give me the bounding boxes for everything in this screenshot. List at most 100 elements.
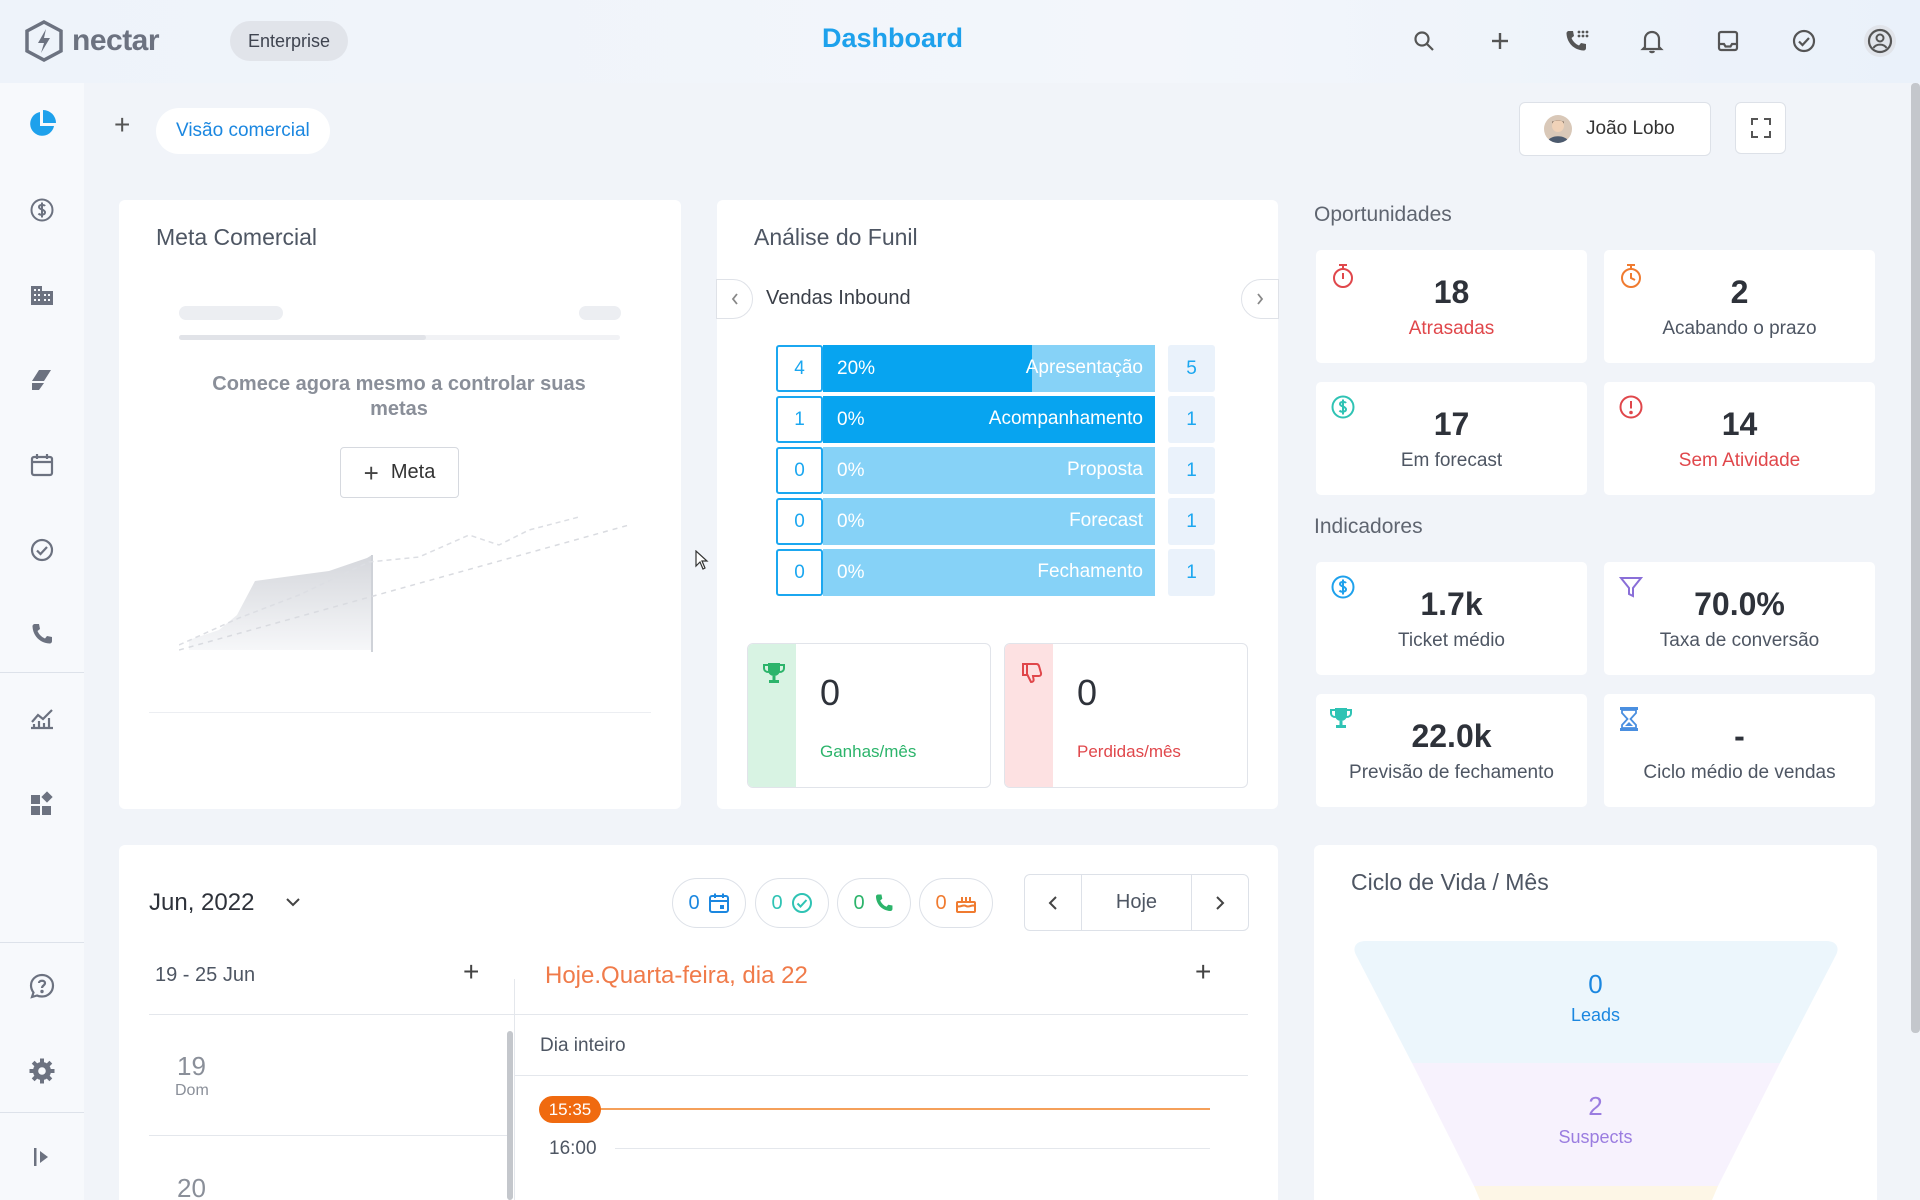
dollar-icon[interactable]: [20, 188, 64, 232]
check-circle-icon[interactable]: [1785, 22, 1823, 60]
calendar-card: Jun, 2022 0 0 0 0 Hoje 19 - 25 Jun + 19 …: [119, 845, 1278, 1200]
chevron-left-icon[interactable]: [716, 279, 753, 319]
add-week-event-button[interactable]: +: [463, 956, 480, 987]
scrollbar-thumb[interactable]: [507, 1031, 513, 1200]
birthdays-counter[interactable]: 0: [919, 878, 993, 928]
page-scrollbar[interactable]: [1911, 83, 1920, 1033]
eraser-icon[interactable]: [20, 358, 64, 402]
day-number: 19: [177, 1051, 206, 1081]
stage-bar: 20% Apresentação: [823, 345, 1155, 392]
stage-count: 0: [776, 549, 823, 596]
dashboard-tabs: + Visão comercial João Lobo: [84, 83, 1920, 175]
calendar-navigation: Hoje: [1024, 874, 1249, 931]
analise-funil-card: Análise do Funil Vendas Inbound 4 20% Apre…: [716, 200, 1279, 809]
bell-icon[interactable]: [1633, 22, 1671, 60]
widgets-icon[interactable]: [20, 782, 64, 826]
funnel-stage-row[interactable]: 1 0% Acompanhamento 1: [776, 396, 1219, 443]
avatar: [1544, 115, 1572, 143]
fullscreen-icon[interactable]: [1735, 102, 1786, 154]
help-icon[interactable]: [20, 964, 64, 1008]
current-time-badge: 15:35: [539, 1096, 601, 1123]
pie-chart-icon[interactable]: [20, 102, 64, 146]
ind-ticket-label: Ticket médio: [1398, 630, 1505, 651]
collapse-icon[interactable]: [20, 1135, 64, 1179]
opp-sem-atividade-value: 14: [1721, 406, 1758, 442]
ganhas-label: Ganhas/mês: [820, 742, 917, 761]
sidebar: [0, 83, 84, 1200]
events-count: 0: [688, 891, 700, 914]
ciclo-vida-card: Ciclo de Vida / Mês 0 Leads 2 Suspects: [1314, 845, 1877, 1200]
stage-bar: 0% Proposta: [823, 447, 1155, 494]
page-title: Dashboard: [822, 23, 964, 53]
stage-total: 5: [1168, 345, 1215, 392]
add-day-event-button[interactable]: +: [1195, 956, 1212, 987]
stage-bar: 0% Acompanhamento: [823, 396, 1155, 443]
all-day-label: Dia inteiro: [540, 1035, 626, 1056]
trophy-icon: [763, 663, 785, 683]
funnel-stage-row[interactable]: 0 0% Forecast 1: [776, 498, 1219, 545]
indicadores-title: Indicadores: [1314, 515, 1423, 538]
today-button[interactable]: Hoje: [1081, 875, 1192, 930]
dollar-icon: [1331, 395, 1355, 419]
add-tab-button[interactable]: +: [114, 109, 131, 140]
stage-total: 1: [1168, 447, 1215, 494]
user-name: João Lobo: [1586, 118, 1675, 139]
tab-visao-comercial[interactable]: Visão comercial: [156, 108, 330, 154]
opp-sem-atividade-card[interactable]: 14 Sem Atividade: [1604, 382, 1875, 495]
logo[interactable]: nectar: [24, 20, 160, 62]
inbox-icon[interactable]: [1709, 22, 1747, 60]
opp-forecast-card[interactable]: 17 Em forecast: [1316, 382, 1587, 495]
opp-atrasadas-card[interactable]: 18 Atrasadas: [1316, 250, 1587, 363]
trophy-icon: [1330, 708, 1352, 728]
phone-dial-icon[interactable]: [1557, 22, 1595, 60]
stage-percentage: 0%: [837, 511, 865, 532]
ind-ciclo-value: -: [1734, 718, 1745, 754]
analise-funil-title: Análise do Funil: [754, 224, 918, 250]
lifecycle-leads-value: 0: [1588, 969, 1603, 999]
stage-bar-fill: [823, 345, 1033, 392]
time-gridline: [615, 1148, 1210, 1149]
funnel-stage-row[interactable]: 0 0% Fechamento 1: [776, 549, 1219, 596]
phone-icon[interactable]: [20, 612, 64, 656]
nectar-logo-icon: [25, 20, 63, 62]
day-number: 20: [177, 1173, 206, 1200]
ind-conversao-label: Taxa de conversão: [1659, 630, 1820, 651]
ind-ticket-value: 1.7k: [1420, 586, 1483, 622]
add-meta-button[interactable]: + Meta: [340, 447, 459, 498]
skeleton-bar: [179, 306, 283, 320]
opp-forecast-label: Em forecast: [1400, 450, 1503, 471]
opp-forecast-value: 17: [1433, 406, 1470, 442]
plan-badge: Enterprise: [230, 21, 349, 61]
chevron-right-icon[interactable]: [1241, 279, 1279, 319]
stage-total: 1: [1168, 498, 1215, 545]
events-counter[interactable]: 0: [672, 878, 746, 928]
oportunidades-title: Oportunidades: [1314, 203, 1452, 226]
account-icon[interactable]: [1861, 22, 1899, 60]
hourglass-icon: [1620, 707, 1638, 731]
stage-total: 1: [1168, 549, 1215, 596]
skeleton-bar: [579, 306, 621, 320]
search-icon[interactable]: [1405, 22, 1443, 60]
next-week-button[interactable]: [1192, 875, 1248, 930]
meta-empty-message: Comece agora mesmo a controlar suas meta…: [212, 373, 586, 420]
calendar-month: Jun, 2022: [149, 889, 255, 916]
opp-acabando-card[interactable]: 2 Acabando o prazo: [1604, 250, 1875, 363]
meta-comercial-title: Meta Comercial: [156, 224, 318, 250]
check-circle-icon[interactable]: [20, 528, 64, 572]
analytics-icon[interactable]: [20, 697, 64, 741]
plus-icon[interactable]: [1481, 22, 1519, 60]
calendar-icon[interactable]: [20, 443, 64, 487]
building-icon[interactable]: [20, 273, 64, 317]
ind-ciclo-card: - Ciclo médio de vendas: [1604, 694, 1875, 807]
stage-percentage: 0%: [837, 460, 865, 481]
gear-icon[interactable]: [20, 1049, 64, 1093]
calls-counter[interactable]: 0: [837, 878, 911, 928]
prev-week-button[interactable]: [1025, 875, 1081, 930]
plus-icon: +: [363, 457, 379, 488]
chevron-down-icon[interactable]: [285, 897, 301, 907]
ind-conversao-card: 70.0% Taxa de conversão: [1604, 562, 1875, 675]
funnel-stage-row[interactable]: 4 20% Apresentação 5: [776, 345, 1219, 392]
tasks-counter[interactable]: 0: [755, 878, 829, 928]
funnel-stage-row[interactable]: 0 0% Proposta 1: [776, 447, 1219, 494]
user-selector[interactable]: João Lobo: [1519, 102, 1711, 156]
